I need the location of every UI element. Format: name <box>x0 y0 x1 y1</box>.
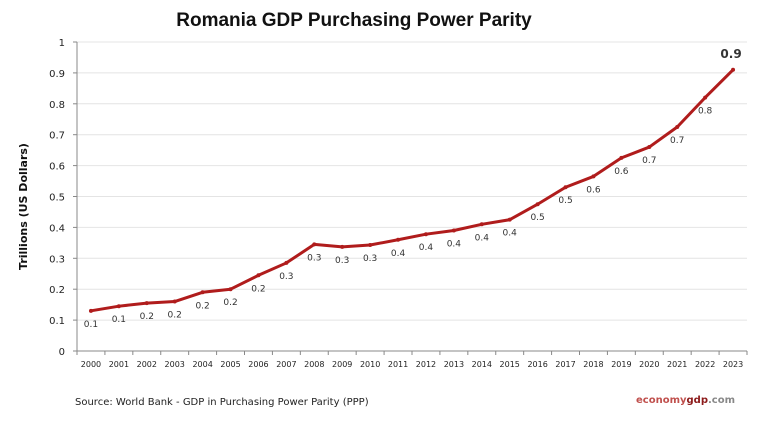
data-point <box>479 222 484 227</box>
data-label: 0.3 <box>307 253 321 263</box>
data-point <box>88 308 93 313</box>
data-point <box>228 287 233 292</box>
y-tick-label: 0.1 <box>49 316 65 327</box>
data-label: 0.4 <box>447 239 462 249</box>
y-tick-label: 0.4 <box>49 223 65 234</box>
y-axis-label: Trillions (US Dollars) <box>17 143 30 270</box>
x-tick-label: 2016 <box>527 360 547 369</box>
data-label: 0.1 <box>84 320 98 330</box>
y-tick-label: 0.7 <box>49 131 65 142</box>
chart-title: Romania GDP Purchasing Power Parity <box>176 10 532 31</box>
data-label: 0.3 <box>335 256 349 266</box>
x-tick-label: 2022 <box>695 360 715 369</box>
y-tick-label: 0.9 <box>49 69 65 80</box>
data-label: 0.1 <box>112 315 126 325</box>
x-tick-label: 2011 <box>388 360 408 369</box>
data-point <box>396 237 401 242</box>
data-point <box>703 95 708 100</box>
data-label: 0.6 <box>614 167 629 177</box>
x-tick-label: 2017 <box>555 360 575 369</box>
data-point <box>116 304 121 309</box>
x-tick-label: 2004 <box>192 360 212 369</box>
data-point <box>284 260 289 265</box>
data-label: 0.6 <box>586 185 601 195</box>
x-tick-label: 2006 <box>248 360 268 369</box>
x-tick-label: 2012 <box>416 360 436 369</box>
x-tick-label: 2014 <box>472 360 492 369</box>
data-point <box>563 185 568 190</box>
y-tick-label: 0.6 <box>49 162 65 173</box>
data-label: 0.2 <box>251 284 265 294</box>
data-point <box>647 145 652 150</box>
data-point <box>423 232 428 237</box>
data-label: 0.2 <box>140 312 154 322</box>
x-tick-label: 2003 <box>165 360 185 369</box>
data-point <box>591 174 596 179</box>
data-point <box>535 202 540 207</box>
data-label: 0.7 <box>642 156 656 166</box>
data-point <box>256 273 261 278</box>
x-tick-label: 2008 <box>304 360 324 369</box>
data-label: 0.3 <box>279 272 293 282</box>
data-point <box>368 243 373 248</box>
x-tick-label: 2005 <box>220 360 240 369</box>
x-tick-label: 2018 <box>583 360 603 369</box>
x-tick-label: 2007 <box>276 360 296 369</box>
data-label: 0.7 <box>670 136 684 146</box>
data-point <box>451 228 456 233</box>
data-label: 0.4 <box>391 249 406 259</box>
x-tick-label: 2019 <box>611 360 631 369</box>
data-label: 0.3 <box>363 254 377 264</box>
data-label: 0.4 <box>419 243 434 253</box>
x-tick-label: 2021 <box>667 360 687 369</box>
data-point <box>619 155 624 160</box>
data-point <box>144 301 149 306</box>
x-tick-label: 2023 <box>723 360 743 369</box>
x-tick-label: 2015 <box>500 360 520 369</box>
y-tick-label: 0.2 <box>49 285 65 296</box>
source-note: Source: World Bank - GDP in Purchasing P… <box>75 397 369 408</box>
data-point <box>675 124 680 129</box>
y-tick-label: 0.5 <box>49 193 65 204</box>
x-tick-label: 2020 <box>639 360 659 369</box>
data-point <box>340 244 345 249</box>
x-tick-label: 2010 <box>360 360 380 369</box>
data-label: 0.8 <box>698 107 713 117</box>
x-tick-label: 2000 <box>81 360 101 369</box>
data-label: 0.4 <box>475 233 490 243</box>
data-label: 0.4 <box>503 229 518 239</box>
x-tick-label: 2002 <box>137 360 157 369</box>
data-label: 0.2 <box>195 301 209 311</box>
data-point <box>172 299 177 304</box>
y-tick-label: 0 <box>59 347 65 358</box>
data-label: 0.9 <box>720 47 741 61</box>
x-tick-label: 2013 <box>444 360 464 369</box>
data-point <box>200 290 205 295</box>
y-tick-label: 0.3 <box>49 254 65 265</box>
data-point <box>731 67 736 72</box>
data-label: 0.2 <box>168 311 182 321</box>
brand-logo: economygdp.com <box>636 395 736 406</box>
data-label: 0.5 <box>530 213 544 223</box>
series-line <box>90 68 735 313</box>
data-point <box>312 242 317 247</box>
x-tick-label: 2001 <box>109 360 129 369</box>
data-label: 0.5 <box>558 196 572 206</box>
y-tick-label: 1 <box>59 38 65 49</box>
y-tick-label: 0.8 <box>49 100 65 111</box>
data-label: 0.2 <box>223 298 237 308</box>
data-point <box>507 217 512 222</box>
x-tick-label: 2009 <box>332 360 352 369</box>
